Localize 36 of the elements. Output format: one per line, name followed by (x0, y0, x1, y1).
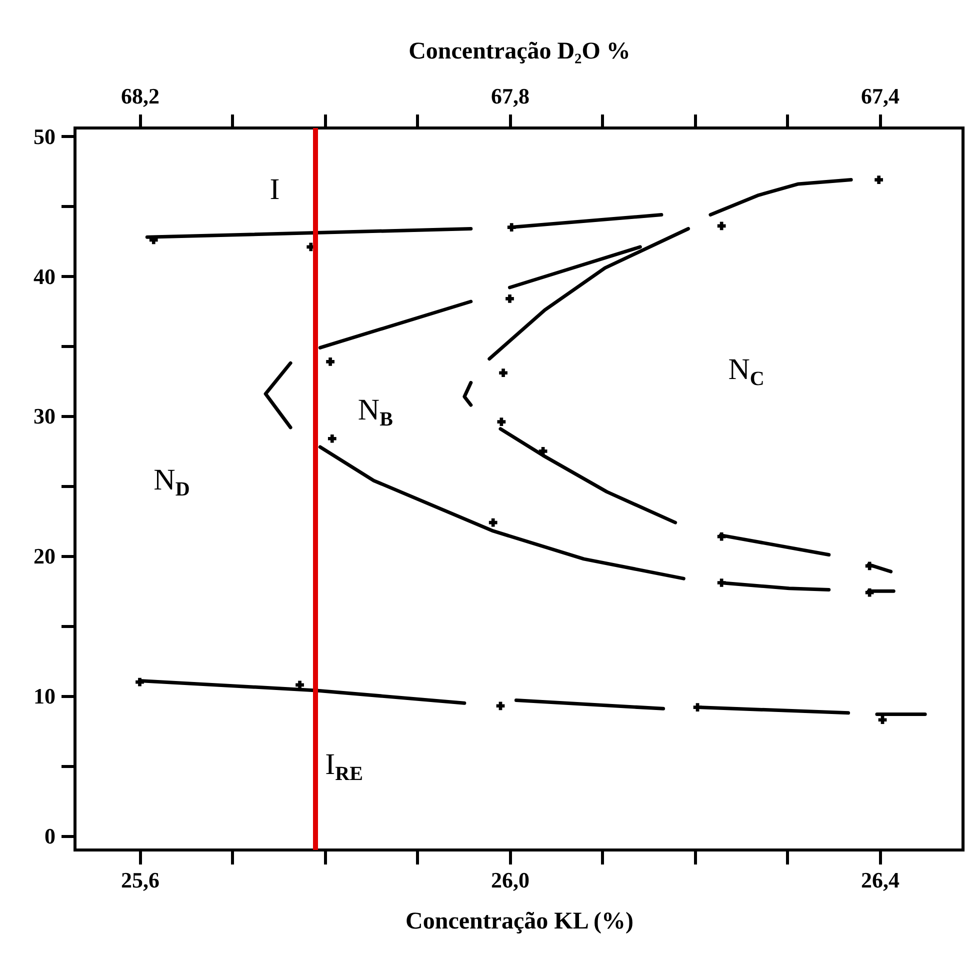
line-series (318, 445, 686, 580)
y-tick-label: 20 (34, 544, 56, 569)
point (874, 176, 884, 184)
x2-tick-label: 67,8 (491, 84, 530, 108)
x-axis-title: Concentração KL (%) (406, 908, 634, 934)
point (488, 518, 498, 527)
y-tick-label: 40 (34, 264, 56, 289)
point (326, 357, 334, 366)
x-tick-label: 25,6 (121, 868, 160, 892)
x-tick-label: 26,0 (491, 868, 530, 892)
x2-tick-label: 67,4 (861, 84, 900, 108)
point (328, 434, 336, 443)
annotation: I (270, 173, 280, 206)
line-series (708, 178, 853, 216)
point (136, 678, 144, 686)
y-tick-label: 50 (34, 124, 56, 149)
point (499, 368, 508, 378)
point (693, 703, 702, 712)
y-tick-label: 0 (44, 824, 56, 849)
point (538, 447, 548, 456)
line-series (488, 226, 690, 361)
x2-tick-label: 68,2 (121, 84, 160, 108)
y-tick-label: 30 (34, 404, 56, 429)
point (717, 222, 726, 230)
point (506, 294, 514, 303)
point (497, 418, 506, 426)
point (865, 562, 874, 570)
point (507, 223, 516, 232)
point (865, 588, 874, 597)
point (878, 716, 887, 724)
x2-axis-title: Concentração D₂O % (408, 38, 630, 64)
point (496, 702, 505, 710)
point (717, 578, 726, 587)
point (717, 532, 726, 541)
y-tick-label: 10 (34, 684, 56, 709)
x-tick-label: 26,4 (861, 868, 900, 892)
